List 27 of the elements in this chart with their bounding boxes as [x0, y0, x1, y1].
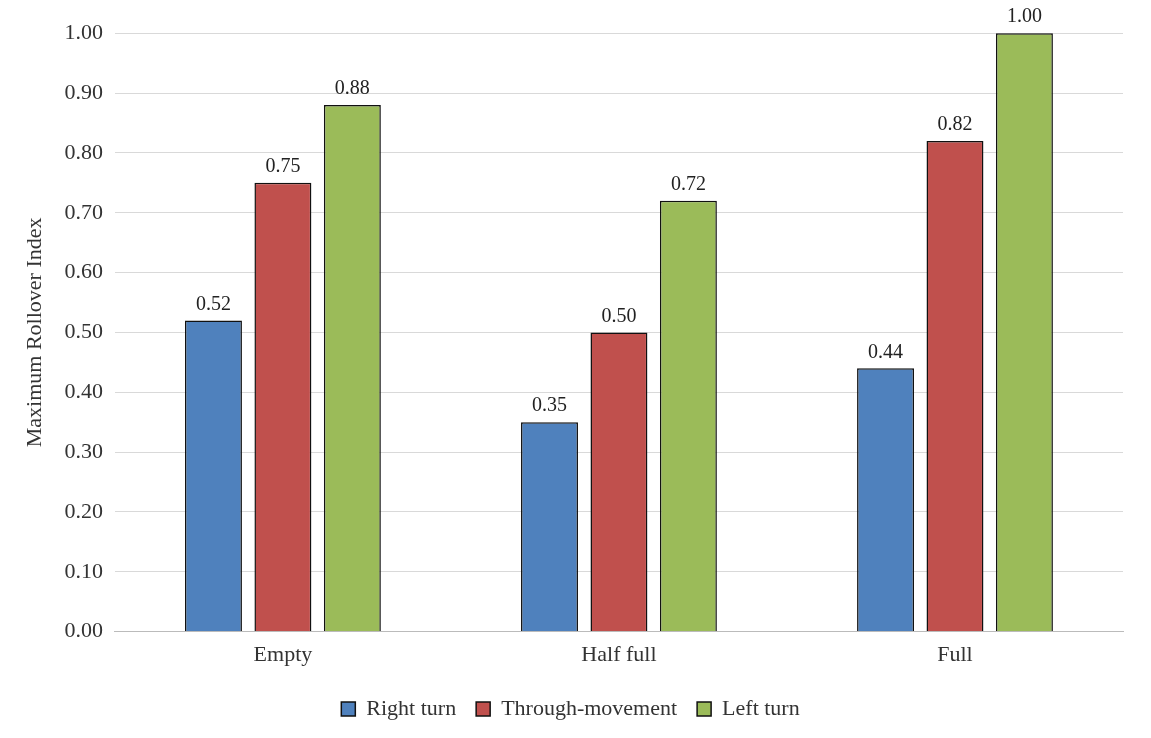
y-tick-label: 0.60	[64, 258, 103, 284]
x-tick-label: Full	[937, 640, 973, 666]
y-tick-label: 0.30	[64, 437, 103, 463]
y-tick-label: 0.10	[64, 557, 103, 583]
legend-label: Left turn	[722, 694, 800, 720]
data-label: 0.72	[670, 172, 706, 194]
data-label: 1.00	[1006, 4, 1042, 27]
y-axis-title: Maximum Rollover Index	[20, 217, 46, 448]
y-tick-label: 0.20	[64, 497, 103, 523]
data-label: 0.75	[265, 154, 301, 177]
data-label: 0.35	[532, 393, 567, 416]
y-tick-label: 0.90	[64, 78, 103, 104]
legend-label: Right turn	[366, 694, 457, 720]
y-tick-label: 0.40	[64, 378, 103, 404]
y-tick-label: 0.80	[64, 138, 103, 164]
data-label: 0.50	[601, 303, 637, 326]
data-label: 0.52	[195, 291, 231, 314]
y-tick-label: 1.00	[64, 18, 103, 44]
x-tick-label: Half full	[581, 640, 657, 666]
legend-label: Through-movement	[501, 694, 678, 720]
y-tick-label: 0.70	[64, 198, 103, 224]
y-tick-label: 0.50	[64, 318, 103, 344]
x-tick-label: Empty	[253, 640, 313, 666]
y-tick-label: 0.00	[64, 617, 103, 643]
data-label: 0.44	[868, 339, 904, 362]
data-label: 0.88	[334, 76, 370, 99]
data-label: 0.82	[937, 112, 973, 135]
